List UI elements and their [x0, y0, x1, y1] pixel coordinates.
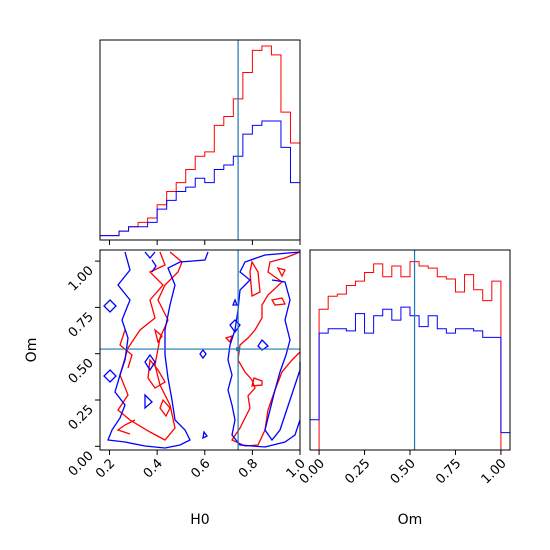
blue-contour-left: [107, 251, 209, 449]
y-axis-label-om: Om: [24, 338, 40, 363]
red-contour-right-5: [224, 334, 234, 344]
blue-contour-right-5: [232, 298, 238, 306]
contour-y-tick-label: 0.00: [66, 449, 97, 480]
contour-lines: [103, 251, 301, 449]
blue-contour-right-6: [199, 348, 207, 360]
contour-y-tick-label: 0.50: [66, 356, 97, 387]
blue-contour-left-7: [151, 259, 157, 273]
om-histogram-panel: 0.00 0.25 0.50 0.75 1.00: [297, 249, 511, 487]
om-hist-x-tick-label: 1.00: [479, 456, 510, 487]
om-histogram-blue: [309, 306, 511, 450]
blue-contour-right-2: [264, 279, 301, 442]
blue-contours: [103, 251, 301, 449]
om-hist-x-tick-label: 0.50: [388, 456, 419, 487]
h0-histogram-red: [99, 45, 301, 240]
red-contour-left-6: [153, 328, 163, 344]
red-contour-left-4: [147, 358, 166, 389]
blue-contour-left-2: [144, 251, 156, 260]
blue-contour-right-4: [257, 338, 270, 351]
om-vs-h0-contour-panel: 0.2 0.4 0.6 0.8 1.00.000.250.500.751.00: [66, 249, 309, 481]
contour-frame: [99, 249, 301, 451]
contour-y-tick-label: 0.25: [66, 402, 97, 433]
om-hist-x-tick-label: 0.75: [433, 456, 464, 487]
blue-contour-left-4: [103, 369, 117, 383]
om-histogram-frame: [309, 249, 511, 451]
contour-x-tick-label: 0.2: [93, 456, 118, 481]
red-contours: [116, 251, 301, 447]
red-contour-left-5: [159, 398, 171, 418]
red-contour-right: [231, 251, 301, 447]
contour-x-tick-label: 0.4: [141, 456, 166, 481]
contour-x-tick-label: 0.6: [188, 456, 213, 481]
contour-truth-marker: [236, 347, 241, 352]
blue-contour-right-7: [202, 430, 208, 440]
om-histogram-red: [310, 261, 510, 451]
blue-contour-right: [227, 251, 301, 448]
red-contour-left-3: [116, 419, 136, 435]
contour-x-tick-label: 0.8: [236, 456, 261, 481]
red-contour-right-3: [270, 297, 287, 306]
x-axis-label-h0: H0: [190, 512, 209, 528]
blue-contour-left-6: [144, 353, 156, 372]
h0-histogram-xticks: [109, 240, 301, 245]
x-axis-label-om: Om: [398, 512, 423, 528]
contour-y-tick-label: 1.00: [66, 263, 97, 294]
h0-histogram-blue: [99, 120, 301, 240]
red-contour-left: [117, 251, 183, 441]
red-contour-right-4: [251, 377, 263, 387]
om-hist-x-tick-label: 0.25: [342, 456, 373, 487]
h0-histogram-panel: [99, 39, 301, 245]
red-contour-right-6: [276, 266, 286, 278]
red-contour-right-2: [249, 260, 261, 298]
blue-contour-left-3: [103, 299, 117, 313]
contour-y-tick-label: 0.75: [66, 310, 97, 341]
blue-contour-left-5: [144, 393, 153, 410]
h0-histogram-frame: [99, 39, 301, 241]
